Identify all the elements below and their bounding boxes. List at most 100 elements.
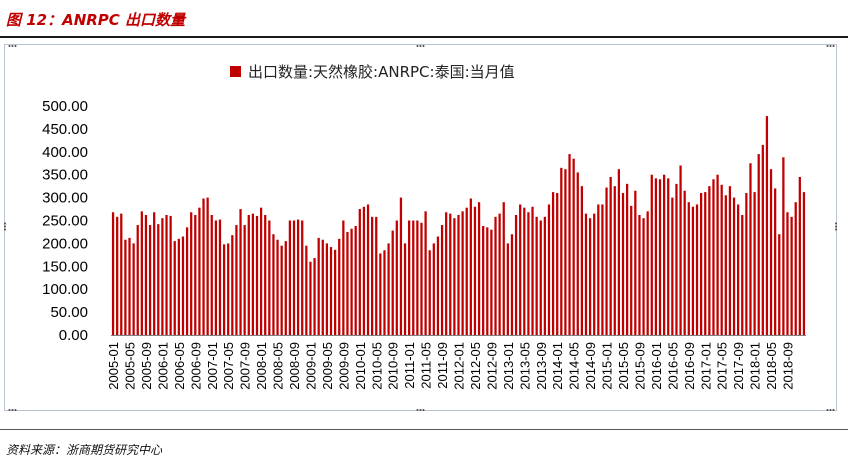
bar (704, 192, 707, 335)
bar (473, 206, 477, 335)
frame-handle-top-center[interactable] (416, 44, 425, 48)
bar (667, 178, 670, 335)
bar (288, 220, 292, 335)
bar (276, 239, 279, 335)
bar (482, 226, 485, 335)
frame-handle-top-right[interactable] (826, 44, 835, 48)
bar (543, 216, 546, 335)
bar (128, 237, 131, 335)
bar (572, 158, 575, 335)
frame-handle-bottom-left[interactable] (8, 408, 17, 412)
bar (342, 220, 345, 335)
x-tick-label: 2009-05 (320, 342, 335, 390)
x-tick-label: 2017-05 (715, 342, 730, 390)
x-tick-label: 2012-01 (452, 342, 467, 390)
x-tick-label: 2011-09 (435, 342, 450, 389)
bar (280, 245, 283, 335)
bar (794, 202, 797, 335)
frame-handle-right-middle[interactable] (834, 222, 838, 231)
bar (218, 219, 222, 335)
bar (132, 243, 135, 335)
bar (695, 204, 699, 335)
title-bar: 图 12：ANRPC 出口数量 (0, 0, 848, 38)
y-tick-label: 0.00 (59, 327, 88, 344)
bar (621, 193, 625, 335)
bar (514, 215, 518, 335)
x-tick-label: 2009-09 (336, 342, 351, 390)
bar (510, 234, 514, 335)
bar (449, 213, 452, 335)
bar (654, 178, 658, 335)
x-tick-label: 2014-09 (583, 342, 598, 390)
bar (494, 216, 497, 335)
bar (769, 169, 773, 335)
x-tick-label: 2007-09 (238, 342, 253, 390)
frame-handle-bottom-right[interactable] (826, 408, 835, 412)
bar (412, 220, 415, 335)
footer-divider (0, 429, 848, 430)
x-tick-label: 2010-01 (353, 342, 368, 390)
bar (461, 211, 464, 335)
source-note: 资料来源：浙商期货研究中心 (6, 443, 163, 457)
bar (749, 163, 752, 335)
bar (292, 220, 296, 335)
x-tick-label: 2007-05 (221, 342, 236, 390)
bar (181, 236, 185, 335)
bar (358, 209, 361, 335)
x-tick-label: 2009-01 (303, 342, 318, 390)
frame-handle-top-left[interactable] (8, 44, 17, 48)
frame-handle-bottom-center[interactable] (416, 408, 425, 412)
bar (741, 215, 744, 335)
bar (436, 236, 440, 335)
bar (346, 231, 349, 335)
x-tick-label: 2010-05 (369, 342, 384, 390)
bar (428, 250, 431, 335)
bar (383, 250, 386, 335)
bar (782, 157, 785, 335)
bar (173, 241, 176, 335)
bar (185, 227, 189, 335)
bar (210, 215, 213, 335)
bar (465, 207, 468, 335)
bar (634, 190, 637, 335)
bar (556, 193, 559, 335)
bar (140, 211, 143, 335)
frame-handle-left-middle[interactable] (3, 222, 7, 231)
bar (683, 190, 686, 335)
bar (424, 211, 427, 335)
bar (490, 229, 493, 335)
x-tick-label: 2016-01 (649, 342, 664, 390)
bar (305, 245, 308, 335)
bar (264, 215, 267, 335)
bar (502, 202, 505, 335)
bar (161, 218, 164, 335)
bar (325, 243, 329, 335)
bar (523, 207, 526, 335)
bar (712, 179, 715, 335)
bar (790, 216, 793, 335)
x-tick-label: 2013-09 (534, 342, 549, 390)
x-tick-label: 2013-01 (501, 342, 516, 390)
bar (366, 204, 370, 335)
bar (227, 243, 230, 335)
bar (658, 179, 662, 335)
bar (124, 239, 127, 335)
bar (255, 215, 259, 335)
bar (391, 230, 394, 335)
bar (329, 247, 333, 335)
x-tick-label: 2014-01 (550, 342, 565, 390)
bar (309, 261, 312, 335)
bar (724, 195, 727, 335)
x-tick-label: 2018-01 (748, 342, 763, 390)
x-tick-label: 2015-05 (616, 342, 631, 390)
bar (432, 243, 435, 335)
bar (650, 174, 653, 335)
bar (206, 197, 209, 335)
bar (301, 220, 304, 335)
bar (547, 204, 551, 335)
bar (313, 258, 316, 335)
bar (157, 224, 160, 335)
bar (576, 172, 579, 335)
bar (296, 219, 300, 335)
x-tick-label: 2006-05 (172, 342, 187, 390)
